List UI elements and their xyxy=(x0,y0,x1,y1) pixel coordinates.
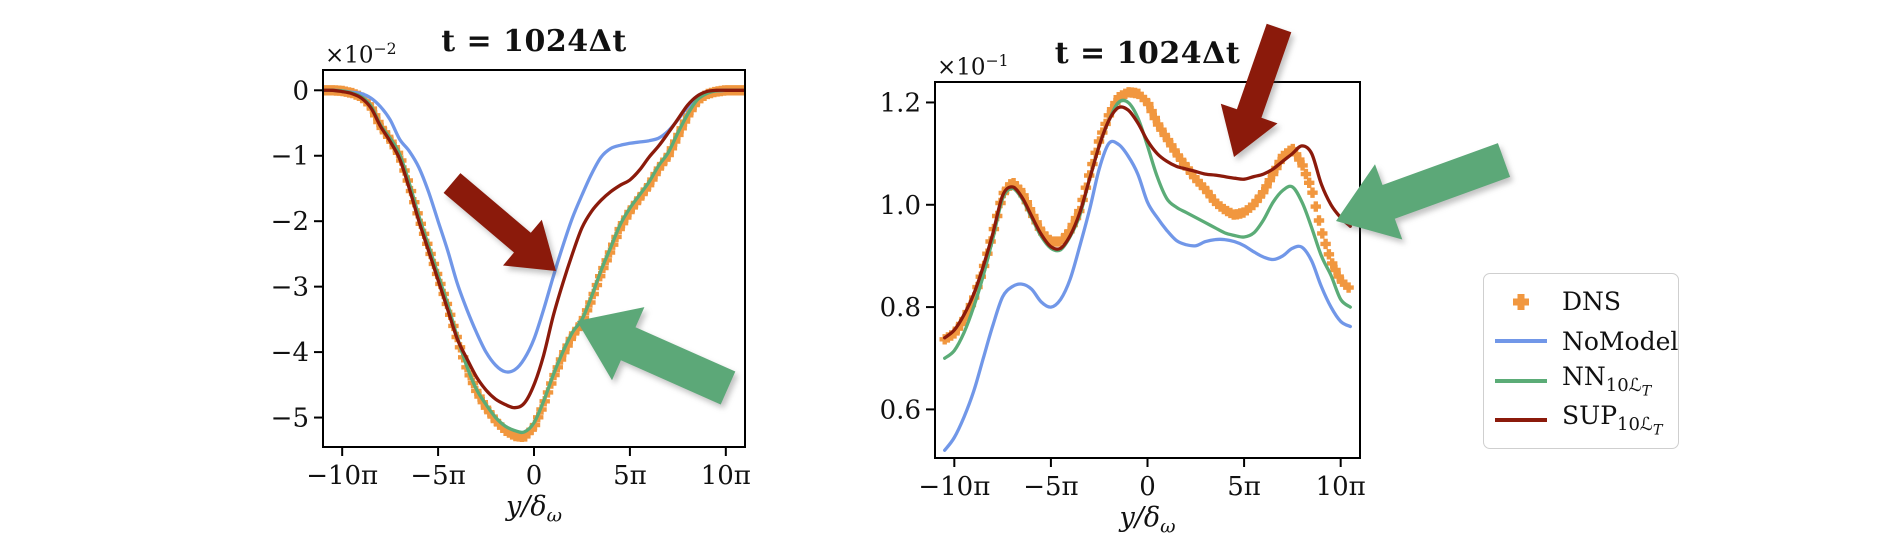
right-plot-x-axis-label: y/δω xyxy=(1119,502,1175,537)
line-swatch-icon xyxy=(1495,418,1547,423)
x-tick-label: −5π xyxy=(1023,472,1078,502)
series-SUP10LT-line xyxy=(323,88,745,410)
right-plot-title: t = 1024Δt xyxy=(1054,36,1241,71)
x-tick-label: 5π xyxy=(613,461,647,491)
x-tick-label: 0 xyxy=(1139,472,1156,502)
series-NN10LT-line xyxy=(323,88,745,435)
y-tick-label: −4 xyxy=(271,338,309,368)
right-plot: −10π −5π 0 5π 10π 1.2 1.0 0.8 0.6 xyxy=(880,23,1511,502)
legend-entry-nn: NN10ℒT xyxy=(1492,361,1664,401)
offset-base: ×10 xyxy=(325,42,374,69)
legend-entry-nomodel: NoModel xyxy=(1492,322,1678,362)
legend-label-dns: DNS xyxy=(1562,287,1622,317)
y-tick-label: 1.2 xyxy=(880,88,921,118)
series-DNS-markers xyxy=(939,87,1354,345)
sup-arrow-annotation xyxy=(1220,23,1292,158)
legend: DNS NoModel NN10ℒT SUP10ℒT xyxy=(1483,273,1679,449)
y-tick-label: 0.8 xyxy=(880,293,921,323)
line-swatch-icon xyxy=(1495,339,1547,344)
xlabel-sub: ω xyxy=(1160,515,1176,538)
x-tick-label: −10π xyxy=(918,472,990,502)
x-tick-label: 10π xyxy=(1316,472,1366,502)
series-NoModel-line xyxy=(943,139,1352,452)
xlabel-main: y/δ xyxy=(1119,502,1161,533)
legend-entry-dns: DNS xyxy=(1492,282,1664,322)
plot-border xyxy=(934,81,1361,459)
offset-base: ×10 xyxy=(937,54,986,81)
legend-label-sup: SUP10ℒT xyxy=(1562,401,1663,440)
left-plot-offset-text: ×10−2 xyxy=(325,39,397,69)
sup-arrow-annotation xyxy=(443,173,556,271)
left-plot-title: t = 1024Δt xyxy=(441,24,627,59)
y-tick-label: −2 xyxy=(271,207,309,237)
xlabel-main: y/δ xyxy=(505,491,547,522)
y-tick-label: −1 xyxy=(271,142,309,172)
plot-border xyxy=(322,69,746,448)
left-plot: −10π −5π 0 5π 10π 0 −1 −2 −3 −4 −5 xyxy=(271,69,751,491)
legend-entry-sup: SUP10ℒT xyxy=(1492,401,1664,441)
line-swatch-icon xyxy=(1495,378,1547,383)
y-tick-label: 1.0 xyxy=(880,191,921,221)
x-tick-label: −10π xyxy=(306,461,378,491)
left-plot-x-axis-label: y/δω xyxy=(506,491,562,526)
y-tick-label: −5 xyxy=(271,404,309,434)
x-tick-label: 5π xyxy=(1227,472,1261,502)
offset-exponent: −2 xyxy=(373,39,397,58)
y-tick-label: 0.6 xyxy=(880,395,921,425)
plus-marker-icon xyxy=(1513,293,1529,310)
x-tick-label: 0 xyxy=(526,461,543,491)
x-tick-label: 10π xyxy=(701,461,751,491)
legend-label-nomodel: NoModel xyxy=(1562,326,1679,356)
nn-arrow-annotation xyxy=(577,307,736,405)
y-tick-label: −3 xyxy=(271,273,309,303)
offset-exponent: −1 xyxy=(985,51,1009,70)
legend-label-nn: NN10ℒT xyxy=(1562,361,1652,400)
xlabel-sub: ω xyxy=(546,504,563,527)
nn-arrow-annotation xyxy=(1336,143,1511,240)
y-tick-label: 0 xyxy=(292,76,309,106)
right-plot-offset-text: ×10−1 xyxy=(937,51,1009,81)
series-SUP10LT-line xyxy=(943,105,1352,340)
x-tick-label: −5π xyxy=(410,461,465,491)
